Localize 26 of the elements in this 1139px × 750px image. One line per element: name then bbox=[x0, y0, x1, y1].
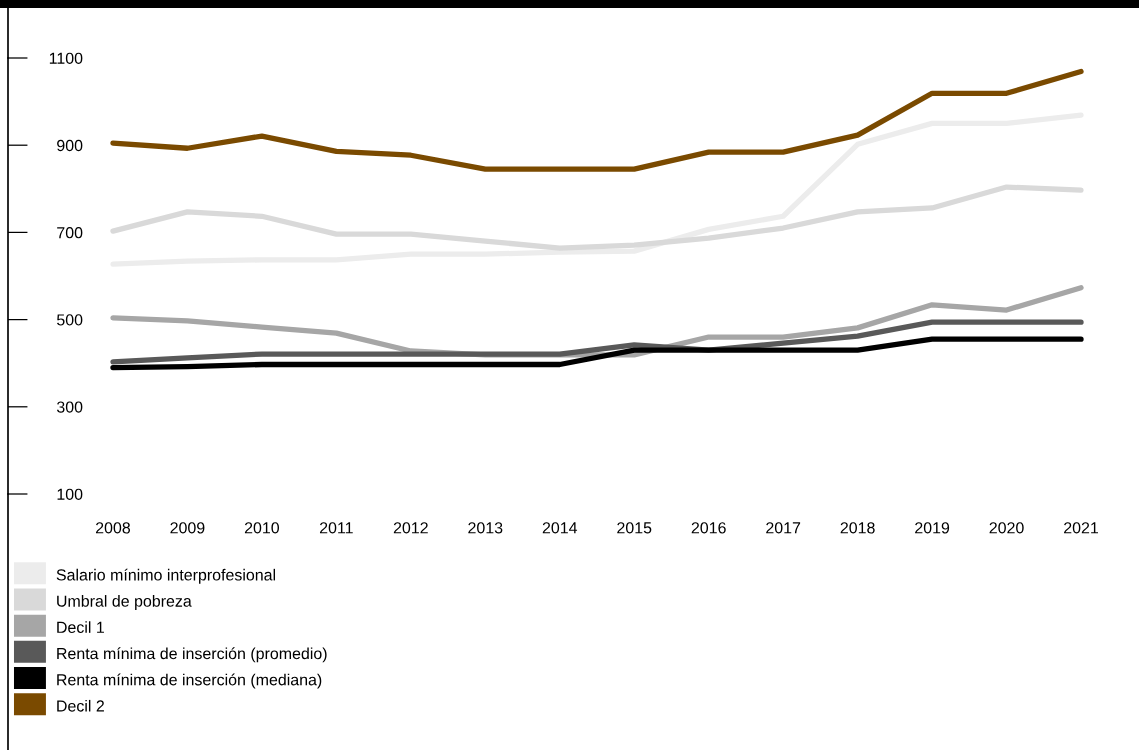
x-tick-label: 2010 bbox=[244, 522, 280, 534]
y-tick-label: 300 bbox=[56, 401, 83, 413]
y-tick-label: 900 bbox=[57, 139, 83, 152]
x-tick-label: 2015 bbox=[617, 522, 652, 534]
x-tick-label: 2014 bbox=[542, 522, 578, 534]
x-tick-label: 2021 bbox=[1064, 522, 1099, 534]
legend-label: Salario mínimo interprofesional bbox=[56, 568, 276, 584]
x-tick-label: 2012 bbox=[393, 522, 428, 534]
x-tick-label: 2017 bbox=[766, 522, 801, 534]
x-tick-label: 2019 bbox=[915, 522, 950, 534]
y-tick-label: 100 bbox=[57, 488, 83, 500]
x-tick-label: 2016 bbox=[691, 522, 726, 534]
legend-label: Decil 1 bbox=[57, 621, 104, 633]
y-tick-label: 700 bbox=[57, 227, 83, 239]
x-tick-label: 2009 bbox=[170, 522, 205, 534]
legend-label: Decil 2 bbox=[57, 699, 104, 712]
y-tick-label: 500 bbox=[56, 314, 83, 326]
x-tick-label: 2011 bbox=[319, 522, 353, 534]
legend-label: Renta mínima de inserción (mediana) bbox=[57, 673, 322, 689]
x-tick-label: 2018 bbox=[840, 522, 875, 534]
x-tick-label: 2013 bbox=[468, 522, 503, 534]
y-tick-label: 1100 bbox=[49, 52, 83, 64]
x-tick-label: 2020 bbox=[989, 522, 1024, 534]
legend-label: Renta mínima de inserción (promedio) bbox=[57, 647, 327, 663]
legend-label: Umbral de pobreza bbox=[57, 595, 192, 610]
x-tick-label: 2008 bbox=[95, 522, 131, 534]
